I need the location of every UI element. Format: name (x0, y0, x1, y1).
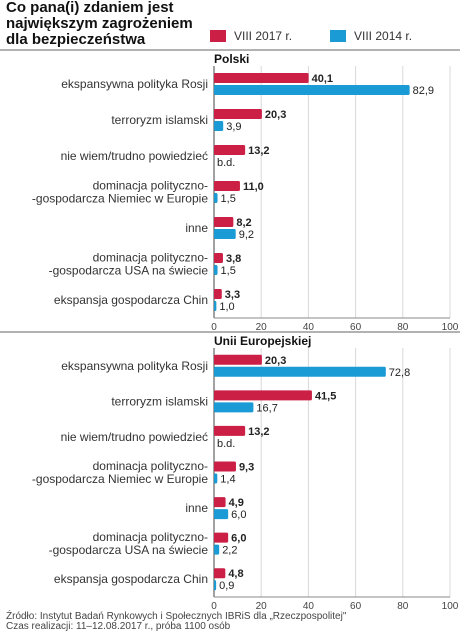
bar-2017-eu (214, 390, 312, 401)
x-tick-label-eu: 0 (211, 601, 217, 612)
bar-2017-poland (214, 109, 262, 119)
bar-2017-eu (214, 497, 226, 508)
bar-2014-eu (214, 544, 220, 555)
data-label-2017-poland: 3,8 (226, 253, 241, 265)
x-tick-label-eu: 40 (303, 601, 315, 612)
category-label-poland: -gospodarcza Niemiec w Europie (32, 192, 208, 206)
bar-2017-poland (214, 73, 309, 83)
category-label-poland: -gospodarcza USA na świecie (49, 264, 209, 278)
bar-2014-poland (214, 301, 217, 311)
bar-2017-eu (214, 568, 226, 579)
data-label-2014-poland: 3,9 (226, 121, 241, 133)
category-label-poland: dominacja polityczno- (93, 251, 208, 265)
x-tick-label-poland: 40 (303, 322, 315, 333)
data-label-2017-eu: 4,9 (229, 497, 244, 509)
data-label-2017-poland: 3,3 (225, 289, 240, 301)
data-label-2014-eu: 0,9 (219, 580, 234, 592)
bar-2017-poland (214, 253, 223, 263)
period-note: Czas realizacji: 11–12.08.2017 r., próba… (6, 621, 231, 632)
category-label-eu: -gospodarcza Niemiec w Europie (32, 472, 208, 486)
bar-2017-poland (214, 217, 234, 227)
legend-swatch-2014 (330, 30, 346, 42)
data-label-2017-eu: 6,0 (231, 533, 246, 545)
bar-2014-poland (214, 85, 410, 95)
data-label-2014-poland: 1,5 (221, 193, 236, 205)
x-tick-label-eu: 60 (350, 601, 362, 612)
data-label-2014-eu: 2,2 (222, 545, 237, 557)
source-note: Źródło: Instytut Badań Rynkowych i Społe… (6, 611, 347, 622)
bar-2014-eu (214, 509, 229, 520)
data-label-2014-eu: 72,8 (389, 367, 410, 379)
category-label-poland: nie wiem/trudno powiedzieć (61, 149, 208, 163)
data-label-2017-eu: 41,5 (315, 390, 336, 402)
data-label-2014-eu: 6,0 (231, 509, 246, 521)
data-label-2014-eu: b.d. (217, 438, 235, 450)
category-label-eu: terroryzm islamski (111, 394, 208, 408)
data-label-2014-poland: 82,9 (413, 85, 434, 97)
bar-2017-poland (214, 145, 246, 155)
legend: VIII 2017 r. VIII 2014 r. (0, 0, 460, 50)
x-tick-label-poland: 60 (350, 322, 362, 333)
data-label-2017-poland: 13,2 (248, 145, 269, 157)
bar-2014-poland (214, 193, 218, 203)
data-label-2014-poland: 1,0 (219, 301, 234, 313)
legend-label-2014: VIII 2014 r. (354, 29, 413, 43)
category-label-poland: inne (185, 221, 208, 235)
category-label-eu: dominacja polityczno- (93, 530, 208, 544)
bar-2017-eu (214, 461, 236, 472)
category-label-eu: inne (185, 501, 208, 515)
legend-swatch-2017 (210, 30, 226, 42)
bar-2014-eu (214, 580, 217, 591)
category-label-eu: dominacja polityczno- (93, 459, 208, 473)
category-label-eu: ekspansywna polityka Rosji (61, 359, 208, 373)
bar-2014-poland (214, 265, 218, 275)
bar-2014-eu (214, 402, 254, 413)
x-tick-label-poland: 100 (442, 322, 459, 333)
x-tick-label-poland: 80 (397, 322, 409, 333)
bar-2014-eu (214, 366, 386, 377)
panel-title-poland: Polski (214, 52, 249, 66)
x-tick-label-eu: 100 (442, 601, 459, 612)
bar-2017-eu (214, 425, 246, 436)
data-label-2017-eu: 13,2 (248, 426, 269, 438)
data-label-2017-eu: 20,3 (265, 355, 286, 367)
panel-title-eu: Unii Europejskiej (214, 334, 311, 348)
x-tick-label-poland: 0 (211, 322, 217, 333)
bar-2017-eu (214, 532, 229, 543)
data-label-2017-eu: 4,8 (228, 568, 243, 580)
category-label-poland: dominacja polityczno- (93, 179, 208, 193)
bar-2014-poland (214, 229, 236, 239)
chart-title: Co pana(i) zdaniem jest największym zagr… (6, 0, 193, 48)
data-label-2014-poland: b.d. (217, 157, 235, 169)
data-label-2014-poland: 9,2 (239, 229, 254, 241)
legend-item-2014: VIII 2014 r. (330, 28, 412, 44)
data-label-2014-eu: 1,4 (220, 474, 235, 486)
x-tick-label-poland: 20 (256, 322, 268, 333)
footer: Źródło: Instytut Badań Rynkowych i Społe… (6, 612, 456, 632)
bar-2014-eu (214, 473, 218, 484)
category-label-poland: ekspansywna polityka Rosji (61, 77, 208, 91)
data-label-2014-poland: 1,5 (221, 265, 236, 277)
data-label-2017-poland: 11,0 (243, 181, 264, 193)
legend-item-2017: VIII 2017 r. (210, 28, 292, 44)
bar-2017-eu (214, 354, 262, 365)
bar-2017-poland (214, 289, 222, 299)
category-label-eu: nie wiem/trudno powiedzieć (61, 430, 208, 444)
data-label-2017-poland: 40,1 (312, 73, 333, 85)
category-label-poland: terroryzm islamski (111, 113, 208, 127)
category-label-eu: ekspansja gospodarcza Chin (54, 572, 208, 586)
category-label-poland: ekspansja gospodarcza Chin (54, 293, 208, 307)
data-label-2017-eu: 9,3 (239, 462, 254, 474)
x-tick-label-eu: 20 (256, 601, 268, 612)
legend-label-2017: VIII 2017 r. (234, 29, 293, 43)
data-label-2017-poland: 20,3 (265, 109, 286, 121)
data-label-2017-poland: 8,2 (236, 217, 251, 229)
category-label-eu: -gospodarcza USA na świecie (49, 543, 209, 557)
bar-2014-poland (214, 121, 224, 131)
bar-2017-poland (214, 181, 240, 191)
data-label-2014-eu: 16,7 (256, 402, 277, 414)
x-tick-label-eu: 80 (397, 601, 409, 612)
